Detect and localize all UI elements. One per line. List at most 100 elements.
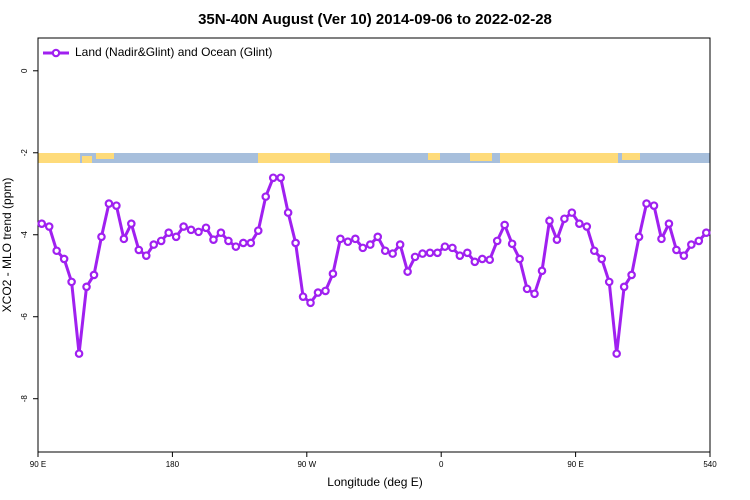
y-tick-label: -6 [20,313,29,321]
point [642,199,651,208]
point [440,242,450,251]
point [224,236,233,246]
point [351,234,360,244]
point [560,214,569,224]
point [530,289,539,299]
point [186,225,196,235]
x-tick-label: 90 E [567,460,583,469]
point [276,173,285,183]
point [246,238,256,248]
point [119,234,129,244]
point [328,269,338,278]
point [687,240,696,249]
point [134,245,144,255]
point [313,288,323,297]
point [679,251,689,260]
point [239,238,248,248]
x-tick-label: 90 W [297,460,316,469]
land-ocean-strip [38,153,710,163]
x-tick-label: 90 E [30,460,46,469]
point [365,240,375,249]
point [141,251,151,260]
plot-frame [37,37,711,453]
point [507,239,517,249]
point [253,226,263,235]
point [179,222,188,231]
point [67,277,76,287]
y-tick-label: -2 [20,149,29,157]
point [268,173,278,183]
point [44,222,54,231]
point [612,349,621,358]
point [291,238,300,248]
point [403,267,412,276]
point [463,248,472,258]
point [82,282,91,292]
point [537,266,547,276]
point [500,220,509,230]
point [410,252,420,262]
point [127,219,136,228]
legend-marker [51,48,61,58]
point [552,235,562,244]
point [358,243,368,253]
chart-title: 35N-40N August (Ver 10) 2014-09-06 to 20… [198,11,552,28]
point [37,219,47,228]
point [627,270,636,280]
point [425,248,435,258]
point [343,237,353,247]
point [649,201,659,210]
point [597,254,607,264]
point [321,286,330,296]
point [433,248,442,258]
point [97,232,106,242]
point [104,199,114,208]
y-tick-label: -8 [20,395,29,403]
point [209,235,218,244]
point [336,234,345,244]
point [418,249,427,258]
point [485,255,495,265]
point [261,192,271,201]
point [657,234,666,244]
point [164,228,173,238]
point [89,270,99,280]
y-axis-label: XCO2 - MLO trend (ppm) [0,178,14,313]
point [567,208,577,217]
point [545,216,554,226]
point [283,208,293,217]
point [231,242,241,251]
point [470,257,480,267]
point [216,228,226,238]
point [52,246,61,256]
point [582,222,592,231]
point [201,223,211,233]
point [194,227,203,237]
point [149,240,159,249]
x-tick-label: 0 [439,460,444,469]
point [515,254,524,264]
point [604,277,614,287]
point [395,240,405,249]
point [388,249,397,258]
point [455,251,465,260]
x-axis-label: Longitude (deg E) [327,475,422,489]
point [298,292,308,301]
point [171,232,181,242]
point [575,219,584,228]
point [634,232,644,242]
point [373,232,383,242]
point [672,245,681,255]
point [74,349,84,358]
point [694,236,704,246]
point [156,236,166,246]
point [664,219,674,228]
point [112,201,121,210]
x-tick-label: 540 [703,460,717,469]
point [522,284,532,294]
point [448,243,457,253]
point [380,246,390,256]
point [59,254,69,264]
point [589,246,599,256]
